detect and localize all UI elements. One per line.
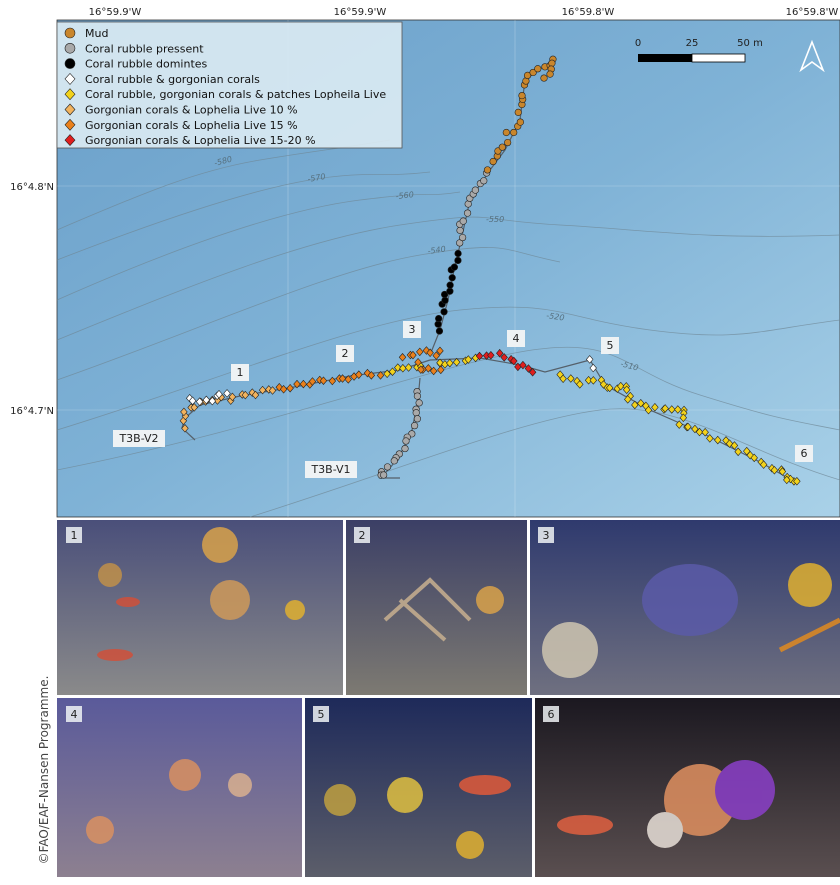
marker [391, 458, 398, 465]
marker [484, 167, 491, 174]
legend-label: Coral rubble domintes [85, 58, 208, 71]
photo-label: 2 [359, 529, 366, 542]
transect-label: T3B-V2 [118, 432, 158, 445]
scale-label: 25 [686, 38, 699, 49]
marker [436, 328, 443, 335]
marker [455, 257, 462, 264]
legend-label: Gorgonian corals & Lophelia Live 15 % [85, 119, 298, 132]
latitude-label: 16°4.8'N [10, 182, 54, 193]
marker [534, 65, 541, 72]
legend-label: Coral rubble & gorgonian corals [85, 73, 260, 86]
photo-grid: 1 2 3 4 5 6 [57, 520, 840, 877]
legend-label: Gorgonian corals & Lophelia Live 10 % [85, 104, 298, 117]
site-label: 1 [237, 366, 244, 379]
marker [549, 60, 556, 67]
marker [459, 234, 466, 241]
scale-label: 0 [635, 38, 641, 49]
longitude-label: 16°59.9'W [89, 7, 142, 18]
marker [380, 472, 387, 479]
marker [451, 264, 458, 271]
marker [416, 400, 423, 407]
marker [547, 71, 554, 78]
site-label: 2 [342, 347, 349, 360]
credit: ©FAO/EAF-Nansen Programme. [37, 676, 51, 865]
marker [503, 129, 510, 136]
marker [464, 210, 471, 217]
marker [517, 119, 524, 126]
marker [403, 438, 410, 445]
longitude-label: 16°59.8'W [786, 7, 839, 18]
marker [541, 75, 548, 82]
marker [504, 139, 511, 146]
site-label: 5 [607, 339, 614, 352]
scale-label: 50 m [737, 38, 763, 49]
marker [460, 218, 467, 225]
marker [515, 109, 522, 116]
photo-label: 6 [548, 708, 555, 721]
site-label: 4 [513, 332, 520, 345]
legend-label: Gorgonian corals & Lophelia Live 15-20 % [85, 134, 316, 147]
marker [480, 178, 487, 185]
photo-label: 3 [543, 529, 550, 542]
page: {"axes": {"top": ["16°59.9'W", "16°59.9'… [0, 0, 840, 881]
marker [65, 28, 75, 38]
marker [457, 227, 464, 234]
photo-label: 4 [71, 708, 78, 721]
marker [413, 409, 420, 416]
legend-label: Coral rubble pressent [85, 42, 204, 55]
marker [65, 43, 75, 53]
marker [510, 129, 517, 136]
marker [519, 92, 526, 99]
photo-label: 5 [318, 708, 325, 721]
site-label: 3 [409, 323, 416, 336]
transect-label: T3B-V1 [310, 463, 350, 476]
contour-label: -550 [486, 215, 504, 224]
marker [414, 393, 421, 400]
longitude-label: 16°59.8'W [562, 7, 615, 18]
marker [455, 250, 462, 257]
photo-label: 1 [71, 529, 78, 542]
marker [384, 464, 391, 471]
latitude-label: 16°4.7'N [10, 406, 54, 417]
figure: -580 -570 -560 -550 -540 -520 -510 1 2 3… [0, 0, 840, 881]
site-label: 6 [801, 447, 808, 460]
marker [472, 187, 479, 194]
marker [411, 422, 418, 429]
scale-segment [638, 54, 692, 62]
marker [441, 308, 448, 315]
marker [414, 415, 421, 422]
legend-label: Mud [85, 27, 108, 40]
legend-label: Coral rubble, gorgonian corals & patches… [85, 88, 386, 101]
scale-segment [692, 54, 745, 62]
marker [65, 59, 75, 69]
marker [447, 282, 454, 289]
contour-label: -560 [395, 190, 414, 201]
marker [435, 315, 442, 322]
marker [402, 445, 409, 452]
marker [447, 288, 454, 295]
marker [490, 158, 497, 165]
marker [449, 274, 456, 281]
longitude-label: 16°59.9'W [334, 7, 387, 18]
marker [499, 144, 506, 151]
